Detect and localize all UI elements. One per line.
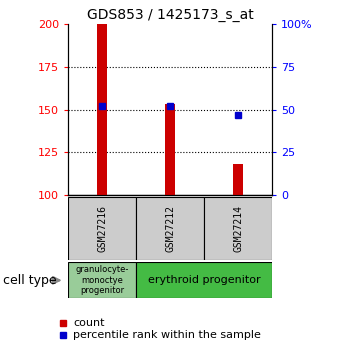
Bar [136,262,272,298]
Text: percentile rank within the sample: percentile rank within the sample [73,330,261,339]
Bar [68,197,136,260]
Text: count: count [73,318,105,327]
Bar [136,197,204,260]
Text: GSM27212: GSM27212 [165,205,175,252]
Text: erythroid progenitor: erythroid progenitor [148,275,260,285]
Bar [165,105,175,195]
Title: GDS853 / 1425173_s_at: GDS853 / 1425173_s_at [87,8,253,22]
Text: granulocyte-
monoctye
progenitor: granulocyte- monoctye progenitor [75,265,129,295]
Text: GSM27214: GSM27214 [233,205,243,252]
Text: GSM27216: GSM27216 [97,205,107,252]
Bar [68,262,136,298]
Text: cell type: cell type [3,274,57,287]
Bar [204,197,272,260]
Bar [233,164,243,195]
Bar [97,24,107,195]
